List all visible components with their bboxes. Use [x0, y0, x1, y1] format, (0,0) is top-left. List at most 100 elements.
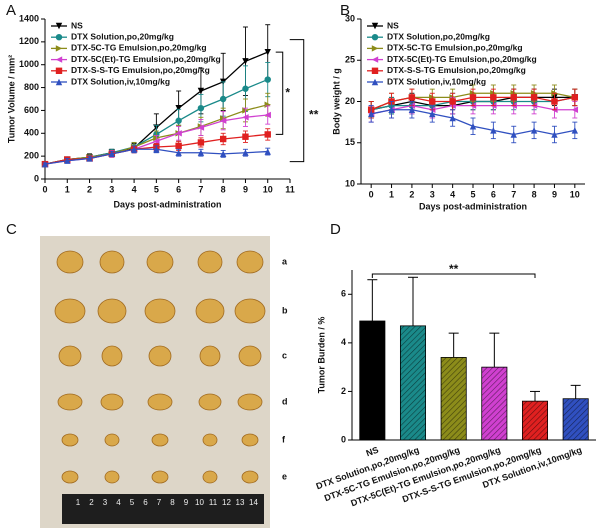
x-tick-label: 5 [470, 189, 475, 199]
marker [55, 22, 63, 30]
legend-label: NS [387, 20, 399, 30]
y-tick-label: 600 [24, 105, 39, 115]
tumor [58, 345, 82, 367]
y-axis-label: Tumor Burden / % [316, 317, 326, 394]
marker [175, 117, 182, 124]
marker [175, 149, 182, 156]
x-tick-label: NS [365, 445, 380, 459]
x-tick-label: 1 [65, 184, 70, 194]
panel-label: A [6, 2, 16, 19]
annotation: ** [449, 262, 459, 276]
x-tick-label: 10 [263, 184, 273, 194]
ruler-number: 7 [157, 498, 162, 507]
tumor [146, 250, 174, 274]
marker [264, 48, 271, 56]
marker [219, 117, 227, 124]
x-tick-label: 8 [221, 184, 226, 194]
tumor [148, 345, 172, 367]
marker [371, 67, 379, 74]
marker [264, 111, 271, 119]
marker [64, 157, 71, 164]
x-tick-label: 7 [198, 184, 203, 194]
ruler-number: 5 [130, 498, 135, 507]
legend-label: DTX-S-S-TG Emulsion,po,20mg/kg [71, 65, 210, 75]
x-axis-label: Days post-administration [113, 199, 221, 209]
marker [264, 131, 271, 138]
row-label: c [282, 350, 287, 360]
ruler-number: 6 [143, 498, 148, 507]
tumor [147, 393, 173, 411]
legend-label: NS [71, 20, 83, 30]
tumor [197, 250, 223, 274]
bracket [275, 51, 284, 135]
marker [510, 131, 517, 138]
ruler-number: 9 [184, 498, 189, 507]
x-tick-label: 2 [87, 184, 92, 194]
marker [490, 94, 497, 101]
marker [175, 130, 182, 137]
y-tick-label: 6 [341, 289, 346, 299]
y-tick-label: 2 [341, 386, 346, 396]
ruler-number: 8 [170, 498, 175, 507]
y-tick-label: 400 [24, 128, 39, 138]
x-tick-label: 9 [243, 184, 248, 194]
marker [175, 104, 182, 112]
ruler [62, 494, 264, 524]
marker [371, 22, 379, 30]
marker [197, 87, 205, 95]
marker [55, 67, 63, 74]
annotation: ** [309, 108, 319, 122]
marker [197, 124, 205, 131]
marker [153, 146, 160, 153]
bar-hatch [400, 325, 426, 440]
row-label: a [282, 256, 288, 266]
row-label: e [282, 471, 287, 481]
row-label: d [282, 396, 288, 406]
legend-label: DTX-5C-TG Emulsion,po,20mg/kg [71, 43, 207, 53]
marker [242, 114, 249, 121]
bar [359, 320, 386, 441]
legend-label: DTX Solution,po,20mg/kg [71, 31, 174, 41]
y-tick-label: 4 [341, 337, 346, 347]
marker [571, 106, 579, 113]
bracket [371, 273, 536, 278]
ruler-number: 10 [195, 498, 204, 507]
x-tick-label: 3 [109, 184, 114, 194]
photo-background [40, 236, 270, 528]
x-tick-label: 6 [491, 189, 496, 199]
marker [551, 131, 558, 138]
y-tick-label: 10 [345, 178, 355, 188]
marker [449, 98, 456, 105]
tumor [56, 250, 84, 274]
y-tick-label: 1200 [19, 36, 39, 46]
x-tick-label: 1 [389, 189, 394, 199]
y-tick-label: 15 [345, 137, 355, 147]
x-tick-label: 5 [154, 184, 159, 194]
marker [449, 114, 456, 122]
marker [197, 139, 205, 146]
tumor [97, 298, 127, 324]
marker [469, 94, 477, 101]
x-tick-label: 0 [369, 189, 374, 199]
panel-label: D [330, 221, 341, 238]
marker [429, 110, 436, 118]
y-tick-label: 30 [345, 13, 355, 23]
tumor [61, 433, 79, 447]
tumor [236, 250, 264, 274]
y-tick-label: 25 [345, 55, 355, 65]
marker [242, 133, 249, 140]
marker [429, 98, 436, 105]
tumor [151, 433, 169, 447]
x-tick-label: 3 [430, 189, 435, 199]
tumor [195, 298, 225, 324]
marker [571, 94, 579, 101]
marker [264, 101, 271, 108]
tumor [54, 298, 86, 324]
y-tick-label: 0 [34, 173, 39, 183]
ruler-number: 4 [116, 498, 121, 507]
marker [264, 148, 271, 155]
marker [530, 94, 538, 101]
ruler-number: 2 [89, 498, 94, 507]
